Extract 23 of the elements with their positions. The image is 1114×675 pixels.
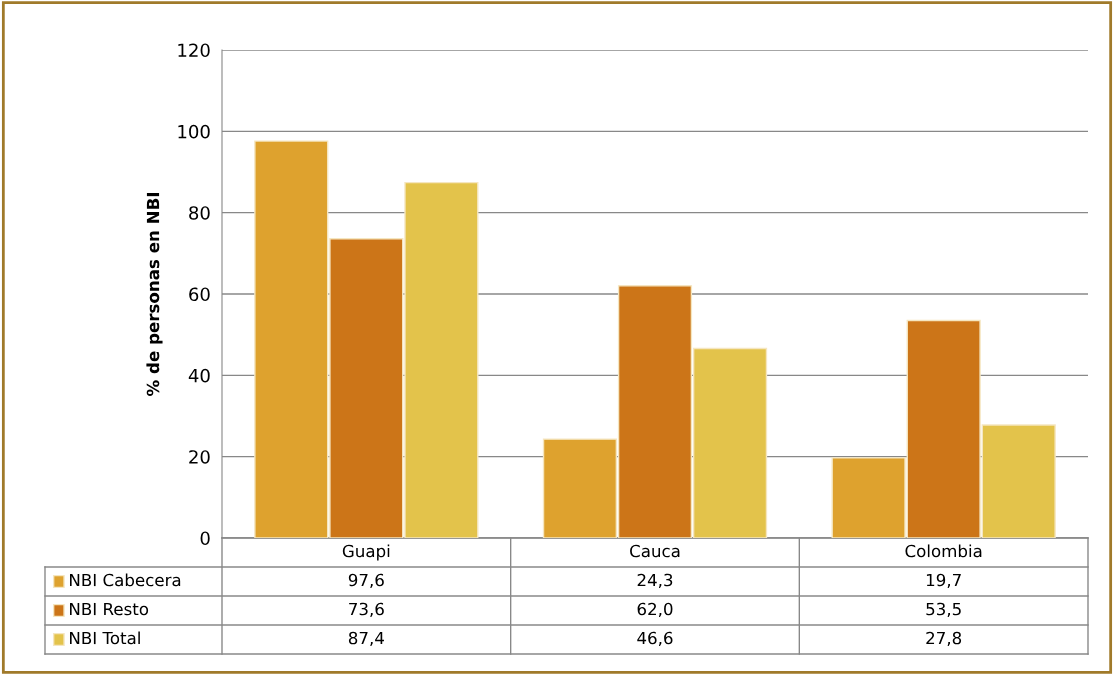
x-tick-label: Colombia (905, 544, 982, 558)
data-label: 27,8 (926, 631, 962, 647)
data-label: 19,7 (926, 573, 961, 589)
y-tick-label: 100 (178, 124, 210, 139)
legend-label: NBI Total (70, 631, 140, 645)
data-label: 46,6 (637, 631, 673, 647)
data-label: 24,3 (637, 573, 673, 589)
data-label: 87,4 (348, 631, 384, 647)
legend-label: NBI Resto (70, 602, 149, 616)
x-tick-label: Guapi (342, 544, 390, 561)
data-label: 62,0 (637, 602, 673, 618)
data-label: 97,6 (348, 573, 384, 589)
y-axis-title: % de personas en NBI (146, 193, 163, 396)
y-tick-label: 80 (189, 206, 210, 220)
data-label: 73,6 (349, 602, 384, 618)
y-tick-label: 60 (189, 287, 210, 302)
legend-label: NBI Cabecera (70, 573, 181, 587)
y-tick-label: 20 (189, 450, 210, 464)
y-tick-label: 0 (200, 531, 210, 546)
y-tick-label: 40 (188, 368, 210, 383)
x-tick-label: Cauca (630, 544, 680, 558)
data-label: 53,5 (926, 602, 961, 618)
y-tick-label: 120 (178, 43, 210, 58)
